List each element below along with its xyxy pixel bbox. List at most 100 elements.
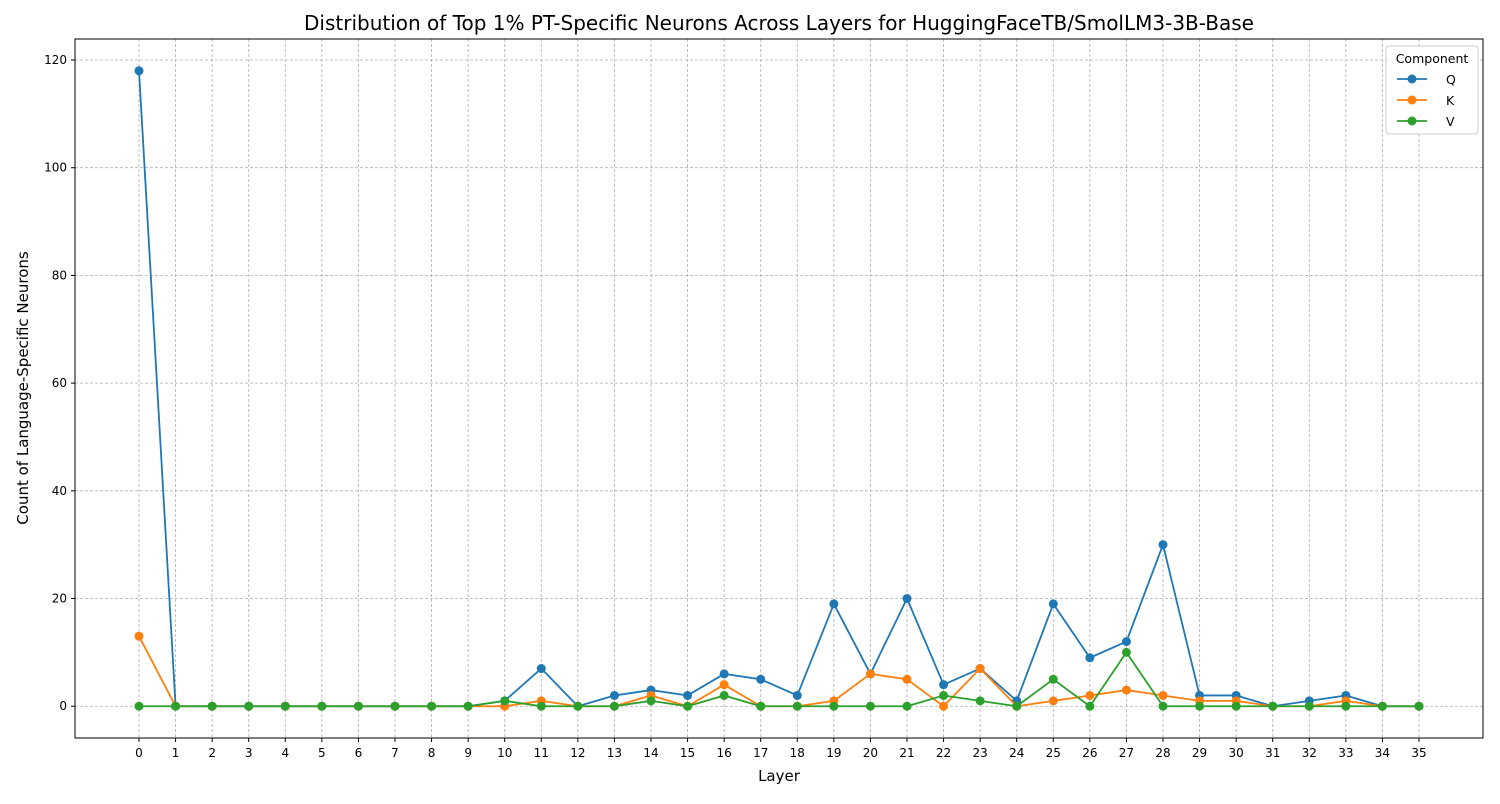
x-tick-label: 21 <box>899 746 914 760</box>
data-point <box>1414 701 1424 711</box>
x-tick-label: 12 <box>570 746 585 760</box>
data-point <box>390 701 400 711</box>
x-tick-label: 1 <box>172 746 180 760</box>
data-point <box>134 631 144 641</box>
x-tick-label: 26 <box>1082 746 1097 760</box>
x-tick-label: 13 <box>607 746 622 760</box>
data-point <box>134 66 144 76</box>
x-tick-label: 20 <box>863 746 878 760</box>
y-tick-label: 20 <box>52 592 67 606</box>
legend-entry-q: Q <box>1397 72 1456 87</box>
data-point <box>829 701 839 711</box>
x-tick-label: 28 <box>1155 746 1170 760</box>
data-point <box>865 669 875 679</box>
legend-entry-k: K <box>1397 93 1455 108</box>
legend-title: Component <box>1396 51 1469 66</box>
x-tick-label: 2 <box>208 746 216 760</box>
y-tick-label: 80 <box>52 268 67 282</box>
x-tick-label: 23 <box>973 746 988 760</box>
data-point <box>536 664 546 674</box>
data-point <box>280 701 290 711</box>
series-v <box>134 647 1424 711</box>
x-tick-label: 33 <box>1338 746 1353 760</box>
data-point <box>1158 690 1168 700</box>
data-point <box>939 701 949 711</box>
data-point <box>829 599 839 609</box>
x-tick-label: 9 <box>464 746 472 760</box>
x-tick-label: 4 <box>281 746 289 760</box>
data-point <box>865 701 875 711</box>
data-point <box>536 701 546 711</box>
data-point <box>1012 701 1022 711</box>
data-point <box>1304 701 1314 711</box>
data-point <box>1085 701 1095 711</box>
series-q <box>134 66 1424 711</box>
legend-entries: QKV <box>1397 72 1456 129</box>
x-tick-label: 15 <box>680 746 695 760</box>
series-k <box>134 631 1424 711</box>
data-point <box>1085 653 1095 663</box>
x-tick-label: 25 <box>1046 746 1061 760</box>
legend-marker <box>1407 116 1417 126</box>
data-point <box>1195 701 1205 711</box>
x-axis: 0 1 2 3 4 5 6 7 8 9 10 11 12 13 14 15 16 17 18 19 20 21 22 23 24… <box>135 738 1427 760</box>
data-point <box>134 701 144 711</box>
data-point <box>1121 647 1131 657</box>
data-point <box>719 690 729 700</box>
series-layer <box>134 66 1424 711</box>
data-point <box>939 690 949 700</box>
x-tick-label: 34 <box>1375 746 1390 760</box>
data-point <box>427 701 437 711</box>
x-tick-label: 22 <box>936 746 951 760</box>
data-point <box>463 701 473 711</box>
x-tick-label: 8 <box>428 746 436 760</box>
legend-label: Q <box>1446 72 1456 87</box>
data-point <box>1377 701 1387 711</box>
x-tick-label: 30 <box>1229 746 1244 760</box>
gridlines <box>75 39 1483 738</box>
data-point <box>1158 540 1168 550</box>
data-point <box>792 701 802 711</box>
x-tick-label: 0 <box>135 746 143 760</box>
x-tick-label: 17 <box>753 746 768 760</box>
data-point <box>1121 685 1131 695</box>
data-point <box>1048 599 1058 609</box>
legend-marker <box>1407 74 1417 84</box>
plot-frame <box>74 38 1484 739</box>
x-tick-label: 35 <box>1411 746 1426 760</box>
x-tick-label: 32 <box>1302 746 1317 760</box>
x-tick-label: 6 <box>355 746 363 760</box>
data-point <box>1048 674 1058 684</box>
y-tick-label: 100 <box>44 161 67 175</box>
x-axis-label: Layer <box>758 767 801 785</box>
legend-box <box>1385 45 1479 135</box>
data-point <box>719 669 729 679</box>
data-point <box>902 674 912 684</box>
data-point <box>683 701 693 711</box>
x-tick-label: 19 <box>826 746 841 760</box>
data-point <box>244 701 254 711</box>
series-line <box>139 651 1419 708</box>
legend-label: K <box>1446 93 1455 108</box>
data-point <box>1085 690 1095 700</box>
data-point <box>756 701 766 711</box>
y-tick-label: 120 <box>44 53 67 67</box>
data-point <box>975 696 985 706</box>
data-point <box>975 664 985 674</box>
data-point <box>1048 696 1058 706</box>
data-point <box>646 696 656 706</box>
legend-marker <box>1407 95 1417 105</box>
x-tick-label: 27 <box>1119 746 1134 760</box>
y-axis-label: Count of Language-Specific Neurons <box>14 251 32 525</box>
x-tick-label: 16 <box>717 746 732 760</box>
data-point <box>1158 701 1168 711</box>
y-tick-label: 0 <box>59 699 67 713</box>
data-point <box>609 690 619 700</box>
x-tick-label: 3 <box>245 746 253 760</box>
data-point <box>573 701 583 711</box>
x-tick-label: 31 <box>1265 746 1280 760</box>
data-point <box>171 701 181 711</box>
x-tick-label: 10 <box>497 746 512 760</box>
